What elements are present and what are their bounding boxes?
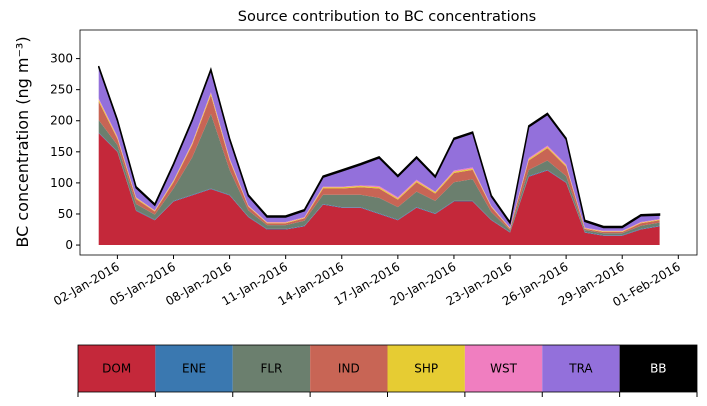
legend-frame (77, 344, 698, 393)
area (98, 113, 660, 236)
chart-title: Source contribution to BC concentrations (238, 9, 536, 25)
legend-swatch (310, 345, 388, 392)
legend-label: WST (490, 362, 517, 376)
y-tick-label: 50 (58, 207, 73, 221)
legend-label: DOM (102, 362, 131, 376)
legend-swatch (542, 345, 620, 392)
legend-swatch (232, 345, 311, 392)
area (98, 133, 660, 246)
y-tick-label: 100 (50, 176, 73, 190)
y-tick-label: 200 (50, 114, 73, 128)
legend-label: TRA (568, 362, 593, 376)
y-tick-label: 150 (50, 145, 73, 159)
plot-frame (79, 29, 698, 256)
y-tick-label: 0 (65, 238, 73, 252)
legend-swatch (387, 345, 465, 392)
legend-label: BB (650, 362, 666, 376)
legend-swatch (78, 345, 156, 392)
y-axis-label: BC concentration (ng m⁻³) (13, 36, 32, 247)
area (98, 67, 660, 231)
area (98, 95, 660, 234)
legend-label: IND (338, 362, 360, 376)
y-tick-label: 250 (50, 83, 73, 97)
legend-swatch (155, 345, 233, 392)
legend-swatch (619, 345, 697, 392)
legend-label: ENE (182, 362, 206, 376)
y-tick-label: 300 (50, 52, 73, 66)
area (98, 65, 661, 229)
legend-label: FLR (260, 362, 282, 376)
legend-label: SHP (414, 362, 438, 376)
legend-swatch (464, 345, 543, 392)
